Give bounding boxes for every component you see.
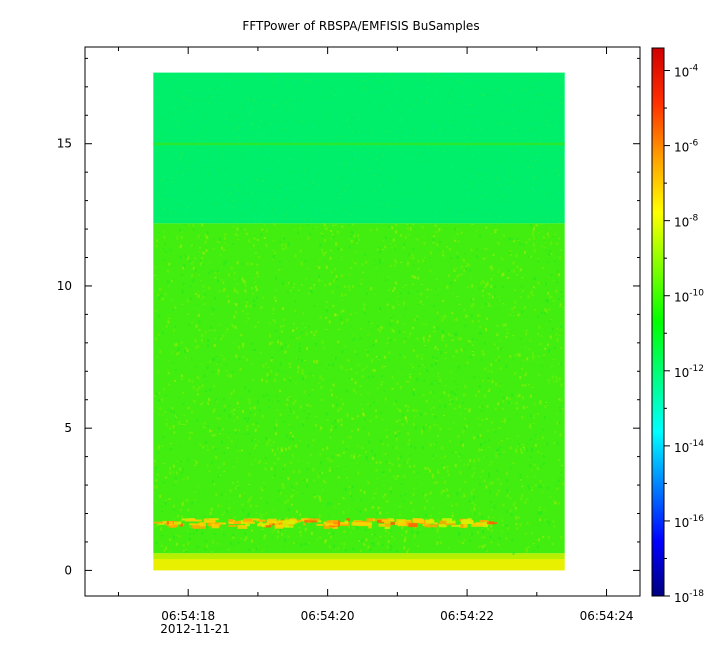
feature-band-1 <box>153 518 497 529</box>
colorbar-axis: 10-4 10-6 10-8 10-10 10-12 10-14 10-16 10-18 <box>664 64 704 605</box>
heatmap-transition <box>153 553 565 560</box>
colorbar-tick-label: 10-4 <box>674 64 699 80</box>
y-tick-label: 15 <box>57 137 72 151</box>
x-tick-label: 06:54:20 <box>301 609 355 623</box>
y-tick-label: 5 <box>64 421 72 435</box>
y-tick-label: 0 <box>64 563 72 577</box>
x-axis: 06:54:18 06:54:20 06:54:22 06:54:24 2012-11-… <box>117 47 634 636</box>
feature-line-0 <box>153 142 565 146</box>
heatmap <box>153 72 565 571</box>
x-tick-label: 06:54:22 <box>440 609 494 623</box>
y-axis: 0 5 10 15 <box>57 57 640 577</box>
chart-title: FFTPower of RBSPA/EMFISIS BuSamples <box>242 19 479 33</box>
y-tick-label: 10 <box>57 279 72 293</box>
colorbar-tick-label: 10-12 <box>674 364 704 380</box>
x-tick-label: 06:54:18 <box>161 609 215 623</box>
heatmap-region-0 <box>153 72 565 224</box>
heatmap-noise <box>153 72 565 555</box>
colorbar <box>651 47 665 597</box>
heatmap-region-2 <box>153 559 565 571</box>
colorbar-tick-label: 10-10 <box>674 289 704 305</box>
x-date-label: 2012-11-21 <box>160 622 230 636</box>
x-tick-label: 06:54:24 <box>580 609 634 623</box>
colorbar-tick-label: 10-8 <box>674 214 699 230</box>
colorbar-tick-label: 10-14 <box>674 439 704 455</box>
colorbar-tick-label: 10-16 <box>674 514 704 530</box>
colorbar-tick-label: 10-6 <box>674 139 699 155</box>
colorbar-tick-label: 10-18 <box>674 589 704 605</box>
heatmap-region-1 <box>153 223 565 554</box>
